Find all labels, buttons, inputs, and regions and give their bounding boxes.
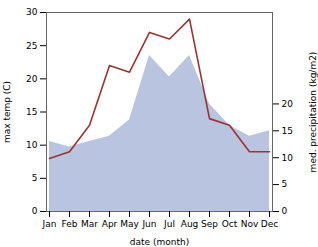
svg-text:10: 10 — [26, 140, 38, 150]
svg-text:May: May — [120, 219, 139, 229]
svg-text:Jun: Jun — [141, 219, 156, 229]
svg-text:10: 10 — [282, 153, 294, 163]
svg-text:Dec: Dec — [261, 219, 278, 229]
svg-text:15: 15 — [26, 107, 37, 117]
svg-text:30: 30 — [26, 7, 38, 17]
svg-text:15: 15 — [282, 126, 293, 136]
svg-text:Apr: Apr — [102, 219, 118, 229]
svg-text:Mar: Mar — [81, 219, 98, 229]
svg-text:date (month): date (month) — [130, 237, 189, 247]
svg-text:20: 20 — [282, 99, 294, 109]
svg-text:Feb: Feb — [62, 219, 78, 229]
svg-text:Nov: Nov — [241, 219, 259, 229]
svg-text:5: 5 — [32, 173, 38, 183]
svg-text:Jan: Jan — [42, 219, 57, 229]
svg-text:0: 0 — [32, 206, 38, 216]
svg-text:20: 20 — [26, 74, 38, 84]
svg-text:Jul: Jul — [163, 219, 175, 229]
svg-text:Aug: Aug — [181, 219, 199, 229]
svg-text:5: 5 — [282, 179, 288, 189]
svg-text:med. precipitation (kg/m2): med. precipitation (kg/m2) — [308, 52, 318, 173]
svg-text:Oct: Oct — [222, 219, 238, 229]
svg-text:25: 25 — [26, 41, 37, 51]
svg-text:Sep: Sep — [201, 219, 218, 229]
svg-text:max temp (C): max temp (C) — [2, 81, 12, 143]
svg-text:0: 0 — [282, 206, 288, 216]
